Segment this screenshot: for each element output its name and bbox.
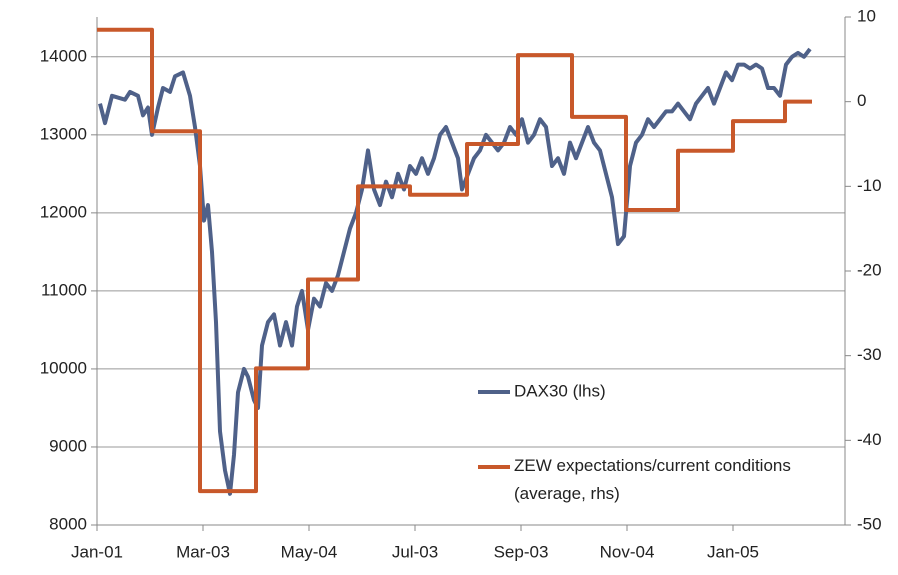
x-tick-label: Jul-03 — [392, 542, 438, 561]
legend-label: ZEW expectations/current conditions (aver… — [514, 456, 791, 503]
y-tick-label: 9000 — [49, 436, 87, 455]
y-tick-label: 12000 — [40, 202, 87, 221]
x-tick-label: Mar-03 — [176, 542, 230, 561]
x-tick-label: Sep-03 — [494, 542, 549, 561]
x-tick-label: May-04 — [281, 542, 338, 561]
y2-tick-label: 10 — [857, 6, 876, 25]
y2-tick-label: -30 — [857, 345, 882, 364]
x-tick-label: Jan-05 — [707, 542, 759, 561]
x-tick-label: Jan-01 — [71, 542, 123, 561]
y2-tick-label: -50 — [857, 514, 882, 533]
y-tick-label: 8000 — [49, 514, 87, 533]
y-tick-label: 10000 — [40, 358, 87, 377]
y2-tick-label: 0 — [857, 91, 866, 110]
legend-label: DAX30 (lhs) — [514, 381, 606, 400]
y2-tick-label: -10 — [857, 176, 882, 195]
series-line — [97, 27, 812, 494]
y-tick-label: 11000 — [41, 280, 87, 299]
y-tick-label: 13000 — [40, 124, 87, 143]
y2-tick-label: -40 — [857, 430, 882, 449]
x-tick-label: Nov-04 — [600, 542, 655, 561]
y-tick-label: 14000 — [40, 46, 87, 65]
series-line — [98, 47, 812, 496]
y2-tick-label: -20 — [857, 260, 882, 279]
